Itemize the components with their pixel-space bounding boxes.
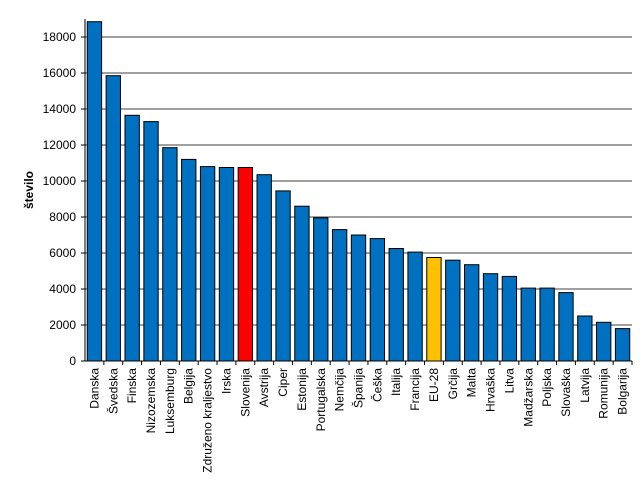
x-tick-label: Latvija [578, 368, 592, 403]
y-tick-labels: 0 2000 4000 6000 8000 10000 12000 14000 16000 180… [43, 30, 85, 368]
bar-ciper [275, 190, 291, 362]
bar-poljska [539, 287, 555, 362]
x-tick-label: Bolgarija [616, 368, 630, 415]
bar-danska [86, 21, 103, 362]
x-tick-label: Irska [219, 368, 233, 394]
x-tick-label: Nemčija [333, 368, 347, 412]
y-tick-label: 8000 [49, 210, 76, 224]
bar-španija [350, 234, 367, 362]
y-axis-label: število [22, 171, 36, 209]
x-tick-label: Avstrija [257, 368, 271, 407]
bar-hrvaška [482, 273, 499, 362]
x-tick-label: Španija [351, 368, 366, 408]
x-tick-label: Hrvaška [484, 368, 498, 412]
bar-madžarska [520, 287, 536, 362]
bar-slovenija [237, 167, 253, 362]
y-tick-label: 14000 [43, 102, 77, 116]
y-tick-label: 18000 [43, 30, 77, 44]
x-tick-label: Nizozemska [144, 368, 158, 434]
bar-nizozemska [143, 121, 159, 362]
y-tick-label: 6000 [49, 246, 76, 260]
x-tick-label: Francija [408, 368, 422, 411]
bar-švedska [105, 75, 121, 362]
axes [84, 19, 632, 362]
bar-francija [407, 251, 423, 362]
bar-irska [218, 167, 235, 362]
x-tick-label: Litva [502, 368, 516, 394]
x-tick-label: Romunija [597, 368, 611, 419]
x-tick-label: Italija [389, 368, 403, 396]
bar-bolgarija [614, 328, 631, 362]
x-tick-label: Slovenija [238, 368, 252, 417]
bar-grčija [445, 259, 461, 362]
bar-eu-28 [426, 257, 442, 362]
x-tick-label: Luksemburg [163, 368, 177, 434]
x-tick-label: Švedska [105, 368, 120, 414]
x-tick-label: Ciper [276, 368, 290, 397]
x-tick-label: Grčija [446, 368, 460, 400]
bar-latvija [577, 315, 593, 362]
bar-portugalska [313, 217, 329, 362]
bar-nemčija [331, 229, 348, 362]
x-tick-label: EU-28 [427, 368, 441, 402]
bar-združeno-kraljestvo [199, 166, 216, 362]
bars [86, 21, 631, 362]
x-tick-label: Estonija [295, 368, 309, 411]
x-tick-label: Danska [87, 368, 101, 409]
bar-litva [501, 275, 518, 362]
y-tick-label: 10000 [43, 174, 77, 188]
bar-romunija [596, 321, 612, 362]
x-tick-label: Združeno kraljestvo [201, 368, 215, 473]
bar-estonija [294, 205, 310, 362]
y-tick-label: 4000 [49, 282, 76, 296]
bar-italija [388, 248, 404, 362]
bar-malta [464, 264, 480, 362]
y-tick-label: 16000 [43, 66, 77, 80]
x-tick-label: Poljska [540, 368, 554, 407]
bar-slovaška [558, 292, 574, 362]
y-tick-label: 12000 [43, 138, 77, 152]
bar-češka [369, 238, 386, 362]
y-tick-label: 0 [69, 354, 76, 368]
x-tick-label: Belgija [182, 368, 196, 404]
x-tick-label: Češka [369, 368, 384, 402]
x-tick-label: Slovaška [559, 368, 573, 417]
x-tick-label: Madžarska [521, 368, 535, 427]
bar-finska [124, 114, 140, 362]
y-tick-label: 2000 [49, 318, 76, 332]
bar-avstrija [256, 174, 272, 362]
bar-luksemburg [162, 147, 178, 362]
x-tick-label: Finska [125, 368, 139, 404]
x-tick-label: Malta [465, 368, 479, 398]
x-tick-labels: Danska Švedska Finska Nizozemska Luksemburg B… [87, 361, 633, 473]
x-tick-label: Portugalska [314, 368, 328, 432]
bar-belgija [181, 158, 197, 362]
